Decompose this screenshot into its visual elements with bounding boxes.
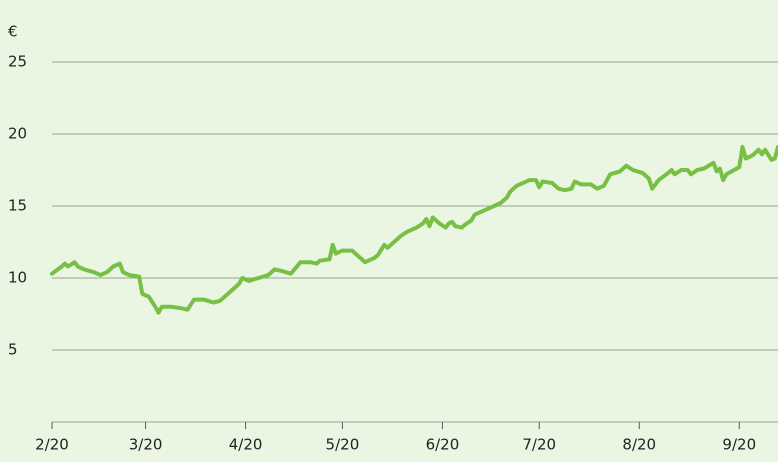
y-tick-label: 20 (8, 125, 27, 143)
x-tick-label: 7/20 (522, 436, 556, 454)
x-tick-label: 8/20 (622, 436, 656, 454)
x-tick-label: 5/20 (326, 436, 360, 454)
price-line (50, 145, 778, 315)
y-tick-label: 25 (8, 53, 27, 71)
x-tick-label: 9/20 (722, 436, 756, 454)
y-tick-label: 15 (8, 197, 27, 215)
x-tick-label: 4/20 (229, 436, 263, 454)
x-tick-label: 6/20 (426, 436, 460, 454)
y-axis-label: € (8, 23, 18, 41)
x-tick-label: 3/20 (129, 436, 163, 454)
y-tick-label: 10 (8, 269, 27, 287)
y-tick-label: 5 (8, 341, 18, 359)
x-tick-label: 2/20 (35, 436, 69, 454)
